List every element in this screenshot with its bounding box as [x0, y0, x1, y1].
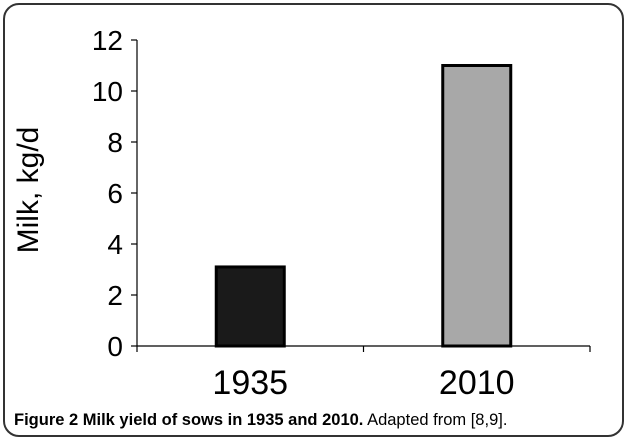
- y-tick-label: 0: [107, 331, 123, 362]
- x-axis-ticks: 1935 2010: [136, 346, 591, 402]
- bar-1935: [214, 265, 286, 348]
- bar-2010: [441, 64, 513, 348]
- y-tick-label: 4: [107, 229, 123, 260]
- figure-frame: [3, 3, 624, 437]
- figure-caption: Figure 2 Milk yield of sows in 1935 and …: [14, 411, 507, 430]
- x-category-label: 2010: [439, 364, 515, 402]
- x-category-label: 1935: [212, 364, 288, 402]
- y-tick-label: 12: [92, 25, 123, 56]
- y-tick-label: 10: [92, 76, 123, 107]
- y-tick-label: 2: [107, 280, 123, 311]
- y-axis-ticks: 0 2 4 6 8 10 12: [92, 25, 137, 362]
- y-tick-label: 8: [107, 127, 123, 158]
- y-tick-label: 6: [107, 178, 123, 209]
- y-axis-label: Milk, kg/d: [12, 127, 45, 254]
- caption-source: Adapted from [8,9].: [367, 411, 508, 429]
- caption-title: Figure 2 Milk yield of sows in 1935 and …: [14, 411, 364, 429]
- bars: [214, 64, 513, 348]
